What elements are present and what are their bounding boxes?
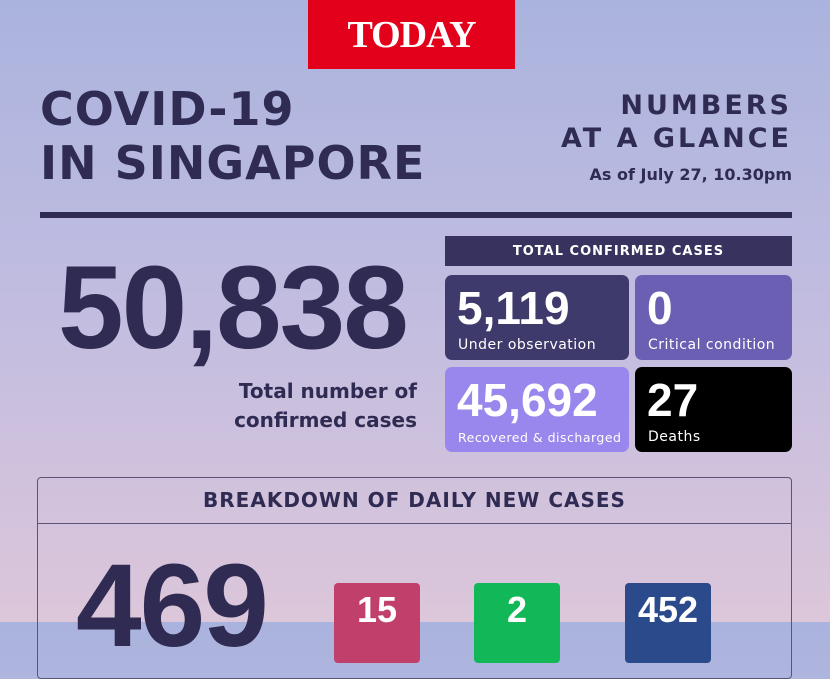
breakdown-item: 452 <box>625 583 711 663</box>
stat-label: Deaths <box>648 429 701 445</box>
stat-value: 45,692 <box>457 374 598 426</box>
logo: TODAY <box>308 0 515 69</box>
stat-value: 5,119 <box>457 282 570 334</box>
title: COVID-19 <box>40 82 295 136</box>
divider <box>40 212 792 218</box>
stat-box: 45,692 Recovered & discharged <box>445 367 629 452</box>
stat-box: 5,119 Under observation <box>445 275 629 360</box>
breakdown-item: 15 <box>334 583 420 663</box>
stat-value: 0 <box>647 282 673 334</box>
subtitle: NUMBERS <box>620 90 792 121</box>
stat-value: 27 <box>647 374 699 426</box>
stat-box: 0 Critical condition <box>635 275 792 360</box>
subtitle: AT A GLANCE <box>560 123 792 154</box>
total-label: confirmed cases <box>234 408 417 432</box>
breakdown-total: 469 <box>76 540 269 672</box>
stat-label: Critical condition <box>648 337 776 353</box>
stat-label: Under observation <box>458 337 597 353</box>
breakdown-item: 2 <box>474 583 560 663</box>
title: IN SINGAPORE <box>40 136 426 190</box>
cases-header: TOTAL CONFIRMED CASES <box>445 236 792 266</box>
total-value: 50,838 <box>58 242 409 374</box>
total-label: Total number of <box>238 379 417 403</box>
breakdown-header: BREAKDOWN OF DAILY NEW CASES <box>37 477 792 524</box>
stat-label: Recovered & discharged <box>458 430 622 445</box>
as-of: As of July 27, 10.30pm <box>589 165 792 184</box>
stat-box: 27 Deaths <box>635 367 792 452</box>
